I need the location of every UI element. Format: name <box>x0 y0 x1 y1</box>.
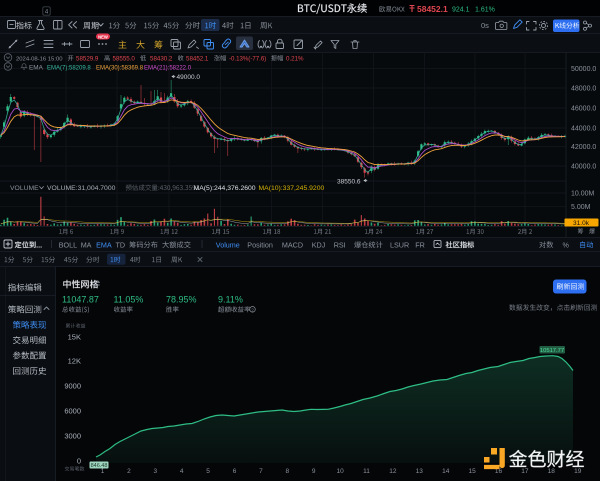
svg-text:EMA(7):58209.8: EMA(7):58209.8 <box>47 65 91 71</box>
svg-text:FR: FR <box>415 240 425 249</box>
svg-text:3: 3 <box>153 468 157 475</box>
svg-text:44000.0: 44000.0 <box>571 126 596 133</box>
svg-text:3000: 3000 <box>64 432 81 441</box>
svg-text:Volume: Volume <box>216 240 240 249</box>
svg-text:18: 18 <box>548 468 556 475</box>
svg-text:9: 9 <box>312 468 316 475</box>
svg-text:2: 2 <box>127 468 131 475</box>
svg-text:LSUR: LSUR <box>390 240 409 249</box>
svg-text:15: 15 <box>468 468 476 475</box>
svg-text:42000.0: 42000.0 <box>571 144 596 151</box>
svg-text:6: 6 <box>233 468 237 475</box>
svg-text:10.00M: 10.00M <box>571 191 595 198</box>
svg-text:VOLUME: VOLUME <box>10 185 39 192</box>
svg-text:2024-08-16 15:00: 2024-08-16 15:00 <box>16 56 63 62</box>
svg-text:NEW: NEW <box>98 34 108 39</box>
svg-text:58529.9: 58529.9 <box>76 55 99 62</box>
svg-text:1: 1 <box>101 468 105 475</box>
svg-text:58452.1: 58452.1 <box>417 4 448 14</box>
svg-text:RSI: RSI <box>334 240 346 249</box>
svg-text:11: 11 <box>363 468 370 475</box>
svg-text:MA(5):244,376.2600: MA(5):244,376.2600 <box>194 185 256 192</box>
svg-text:7: 7 <box>259 468 263 475</box>
svg-text:MA: MA <box>81 240 92 249</box>
svg-text:KDJ: KDJ <box>312 240 326 249</box>
svg-text:BOLL: BOLL <box>59 240 77 249</box>
svg-text:31.0k: 31.0k <box>573 220 590 227</box>
svg-text:%: % <box>563 240 570 249</box>
svg-text:6000: 6000 <box>64 407 81 416</box>
svg-text:5: 5 <box>206 468 210 475</box>
svg-text:10: 10 <box>336 468 344 475</box>
svg-text:MACD: MACD <box>282 240 303 249</box>
svg-text:46000.0: 46000.0 <box>571 106 596 113</box>
svg-text:9000: 9000 <box>64 382 81 391</box>
svg-text:50000.0: 50000.0 <box>571 66 596 73</box>
svg-text:58555.0: 58555.0 <box>113 55 136 62</box>
svg-text:5.00M: 5.00M <box>571 204 591 211</box>
svg-text:EMA: EMA <box>29 64 44 71</box>
svg-text:15K: 15K <box>68 333 81 342</box>
svg-text:0s: 0s <box>481 21 489 30</box>
svg-text:38550.6: 38550.6 <box>337 178 361 185</box>
svg-text:EMA: EMA <box>96 240 112 249</box>
svg-text:58452.1: 58452.1 <box>186 55 209 62</box>
svg-text:78.95%: 78.95% <box>166 295 197 305</box>
svg-text:VOLUME:31,004.7000: VOLUME:31,004.7000 <box>47 185 116 192</box>
svg-text:11.05%: 11.05% <box>114 295 144 305</box>
svg-text:10517.77: 10517.77 <box>540 348 564 354</box>
svg-text:48000.0: 48000.0 <box>571 86 596 93</box>
svg-text:14: 14 <box>442 468 450 475</box>
svg-text:58430.2: 58430.2 <box>150 55 173 62</box>
svg-text:TD: TD <box>116 240 126 249</box>
svg-text:EMA(21):58222.0: EMA(21):58222.0 <box>144 65 192 71</box>
svg-text:MA(10):337,245.9200: MA(10):337,245.9200 <box>259 185 325 192</box>
svg-text:0.21%: 0.21% <box>286 55 304 62</box>
svg-text:-0.13%(-77.6): -0.13%(-77.6) <box>229 55 266 62</box>
svg-text:49000.0: 49000.0 <box>177 74 201 81</box>
svg-text:924.1: 924.1 <box>452 7 470 14</box>
svg-text:12: 12 <box>389 468 397 475</box>
svg-text:846.48: 846.48 <box>91 463 108 469</box>
svg-text:8: 8 <box>285 468 289 475</box>
svg-text:12K: 12K <box>68 357 81 366</box>
svg-text:4: 4 <box>180 468 184 475</box>
svg-text:13: 13 <box>416 468 424 475</box>
svg-text:40000.0: 40000.0 <box>571 164 596 171</box>
svg-text:?: ? <box>251 307 254 312</box>
svg-text:17: 17 <box>521 468 529 475</box>
svg-text:0: 0 <box>77 457 81 466</box>
svg-text:EMA(30):58369.8: EMA(30):58369.8 <box>96 65 144 71</box>
svg-text:1.61%: 1.61% <box>475 7 495 14</box>
svg-text:9.11%: 9.11% <box>218 295 243 305</box>
svg-text:4: 4 <box>45 10 49 16</box>
svg-text:16: 16 <box>495 468 503 475</box>
svg-text:11047.87: 11047.87 <box>62 295 99 305</box>
svg-text:Position: Position <box>247 240 273 249</box>
svg-text:19: 19 <box>574 468 582 475</box>
